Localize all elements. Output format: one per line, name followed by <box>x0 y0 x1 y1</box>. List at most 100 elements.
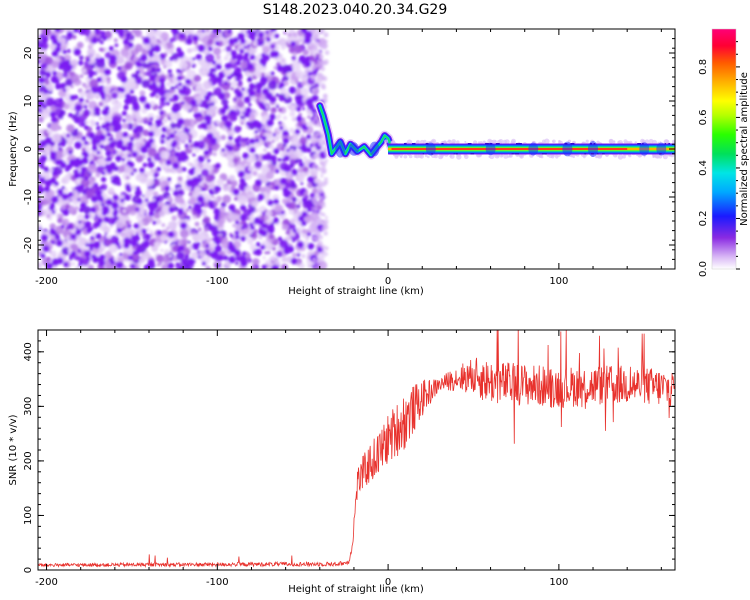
heatmap-cell <box>48 167 54 174</box>
heatmap-cell <box>292 62 301 71</box>
heatmap-cell <box>38 116 44 123</box>
heatmap-cell <box>270 155 277 162</box>
heatmap-cell <box>139 208 145 215</box>
heatmap-cell <box>164 150 171 157</box>
heatmap-cell <box>48 250 52 254</box>
heatmap-cell <box>320 174 324 178</box>
heatmap-cell <box>58 65 63 70</box>
heatmap-cell <box>289 218 296 225</box>
heatmap-cell <box>240 204 247 211</box>
heatmap-cell <box>62 209 70 216</box>
signal-speckle <box>516 143 519 145</box>
signal-speckle <box>593 143 596 145</box>
heatmap-cell <box>240 121 245 125</box>
noise-blob-group <box>38 29 330 269</box>
heatmap-cell <box>85 99 89 104</box>
heatmap-cell <box>78 60 84 66</box>
heatmap-cell <box>298 158 303 163</box>
heatmap-cell <box>112 29 119 33</box>
heatmap-cell <box>99 144 105 149</box>
heatmap-cell <box>582 141 585 144</box>
heatmap-cell <box>284 93 290 99</box>
heatmap-cell <box>310 74 317 81</box>
heatmap-cell <box>305 98 314 106</box>
heatmap-cell <box>262 256 266 260</box>
heatmap-cell <box>88 70 95 77</box>
heatmap-cell <box>91 195 98 203</box>
heatmap-cell <box>82 68 87 73</box>
heatmap-cell <box>197 155 205 163</box>
heatmap-cell <box>259 57 267 66</box>
heatmap-cell <box>114 43 119 48</box>
heatmap-cell <box>61 247 70 255</box>
heatmap-cell <box>241 225 245 230</box>
heatmap-cell <box>103 226 111 234</box>
heatmap-cell <box>66 124 75 133</box>
heatmap-cell <box>128 220 132 224</box>
heatmap-cell <box>290 104 298 111</box>
heatmap-cell <box>296 106 301 112</box>
heatmap-cell <box>63 261 69 268</box>
heatmap-cell <box>98 259 106 267</box>
heatmap-cell <box>89 95 94 100</box>
heatmap-cell <box>173 206 179 212</box>
heatmap-cell <box>325 159 329 162</box>
heatmap-cell <box>56 239 63 247</box>
heatmap-cell <box>84 152 90 158</box>
heatmap-cell <box>147 202 152 208</box>
heatmap-cell <box>51 60 60 68</box>
heatmap-cell <box>85 190 95 199</box>
heatmap-cell <box>124 61 133 70</box>
heatmap-cell <box>49 229 57 236</box>
heatmap-cell <box>298 167 304 173</box>
heatmap-cell <box>115 131 124 140</box>
heatmap-cell <box>77 256 83 262</box>
heatmap-cell <box>296 253 301 257</box>
heatmap-cell <box>291 55 297 61</box>
heatmap-cell <box>265 30 269 35</box>
heatmap-cell <box>70 251 77 257</box>
heatmap-cell <box>111 92 118 99</box>
y-tick-label: 400 <box>23 342 34 361</box>
heatmap-cell <box>192 57 196 61</box>
heatmap-cell <box>323 93 327 97</box>
heatmap-cell <box>300 59 306 65</box>
heatmap-cell <box>220 201 227 208</box>
heatmap-cell <box>219 108 227 115</box>
snr-series-line <box>38 330 675 568</box>
heatmap-cell <box>312 164 317 169</box>
heatmap-cell <box>238 99 243 104</box>
heatmap-cell <box>98 57 105 64</box>
heatmap-cell <box>61 193 69 201</box>
heatmap-cell <box>234 230 240 236</box>
heatmap-cell <box>178 208 184 214</box>
heatmap-cell <box>223 153 227 157</box>
heatmap-cell <box>149 74 156 82</box>
heatmap-cell <box>324 195 327 199</box>
heatmap-cell <box>192 216 196 220</box>
heatmap-cell <box>138 257 145 263</box>
heatmap-cell <box>118 31 125 38</box>
heatmap-cell <box>117 256 124 264</box>
heatmap-cell <box>38 196 41 201</box>
heatmap-cell <box>164 59 173 68</box>
heatmap-cell <box>257 234 263 240</box>
heatmap-cell <box>159 84 165 90</box>
heatmap-cell <box>237 32 245 41</box>
heatmap-cell <box>174 90 178 94</box>
heatmap-cell <box>217 135 222 140</box>
heatmap-cell <box>449 154 453 158</box>
heatmap-cell <box>228 241 233 246</box>
heatmap-cell <box>165 159 172 166</box>
heatmap-cell <box>124 223 128 227</box>
heatmap-cell <box>60 82 67 89</box>
heatmap-cell <box>176 68 181 74</box>
heatmap-cell <box>201 222 206 226</box>
signal-speckle <box>404 143 407 145</box>
heatmap-cell <box>242 152 249 159</box>
signal-speckle <box>453 153 455 155</box>
heatmap-cell <box>324 246 329 251</box>
heatmap-cell <box>64 63 73 72</box>
heatmap-cell <box>290 41 297 47</box>
heatmap-cell <box>311 66 316 71</box>
